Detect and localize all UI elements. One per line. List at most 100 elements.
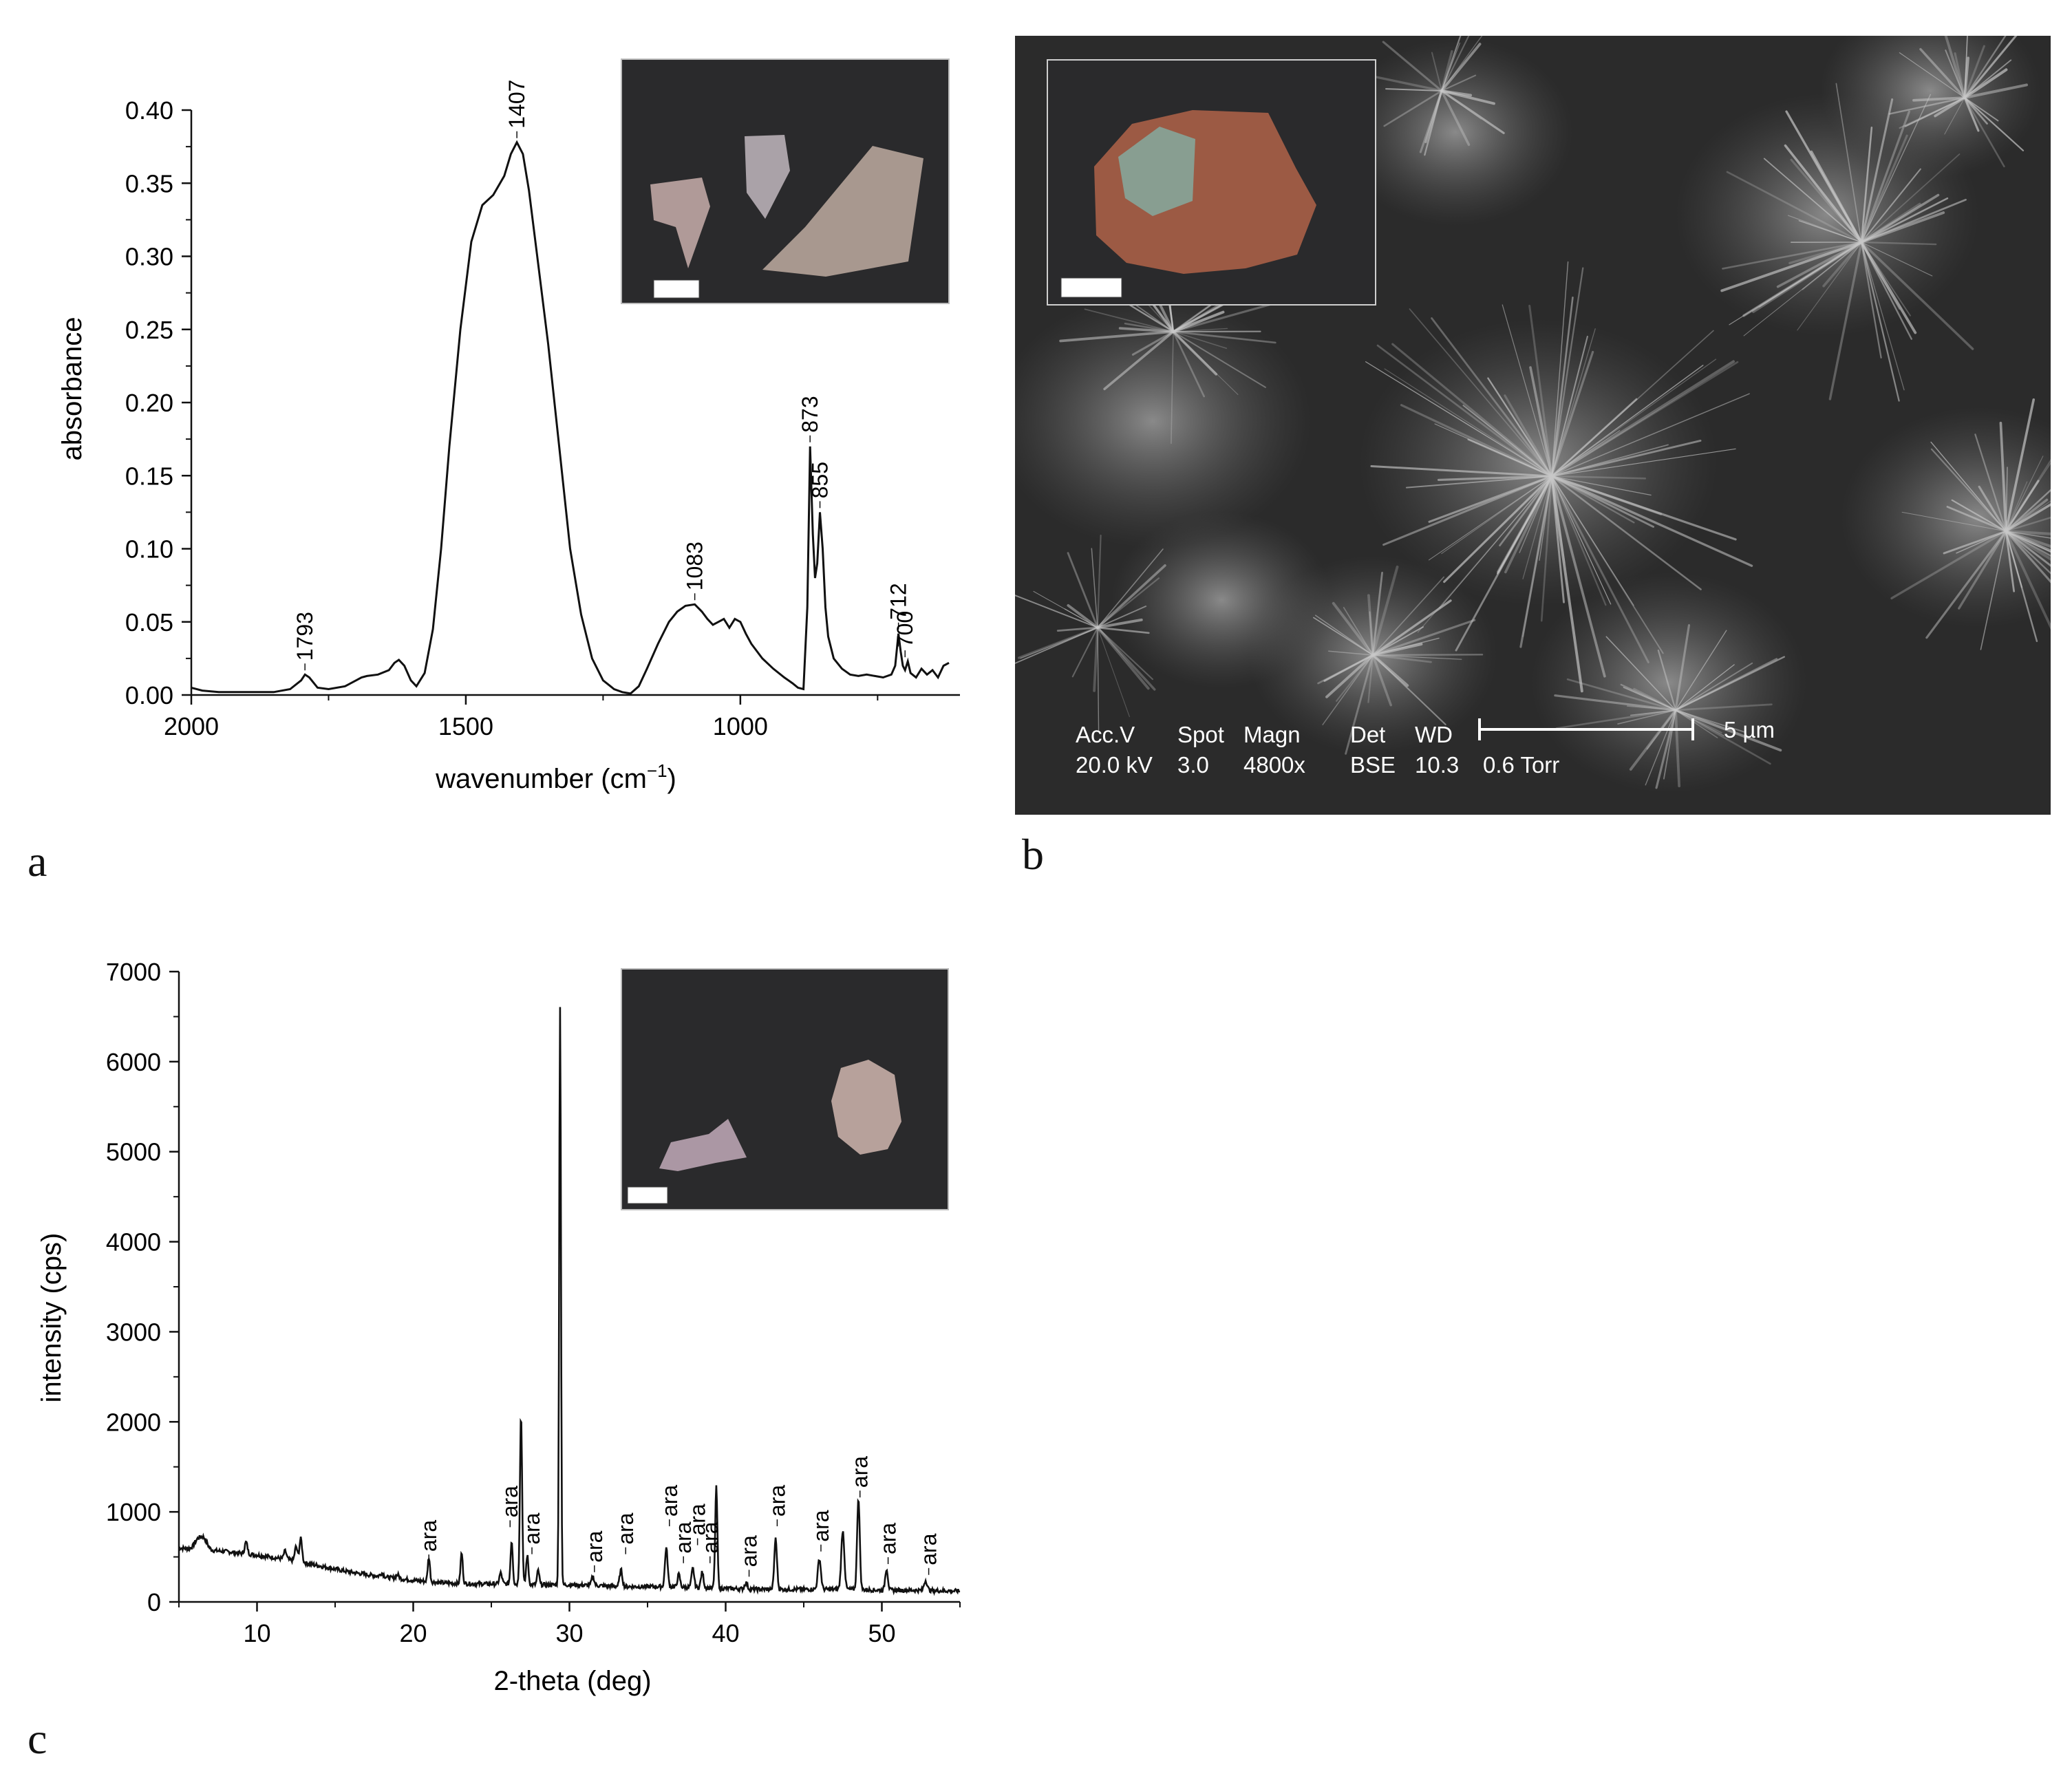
sem-crystal-needle: [1657, 649, 1677, 712]
sem-crystal-needle: [1372, 626, 1424, 656]
sem-crystal-needle: [1071, 626, 1099, 678]
sem-crystal-needle: [1317, 654, 1374, 685]
sem-crystal-needle: [1441, 90, 1482, 120]
sem-crystal-needle: [1096, 626, 1150, 690]
sem-crystal-needle: [1763, 158, 1862, 243]
ftir-peak-label: 712: [886, 583, 911, 619]
sem-crystal-needle: [1325, 654, 1374, 698]
ftir-peak-label: 1407: [504, 80, 529, 129]
sem-crystal-needle: [1860, 211, 1945, 244]
sem-crystal-needle: [1964, 97, 1999, 122]
sem-crystal-needle: [1551, 448, 1736, 477]
sem-scale-label: 5 µm: [1724, 717, 1775, 742]
sem-crystal-needle: [1172, 310, 1225, 333]
sem-crystal-needle: [1963, 36, 2007, 99]
sem-crystal-needle: [1726, 171, 1863, 244]
sem-crystal-needle: [1555, 709, 1677, 729]
sem-crystal-needle: [1487, 377, 1553, 478]
panel-letter-c: c: [28, 1714, 47, 1763]
sem-crystal-needle: [1675, 664, 1735, 711]
sem-crystal-needle: [1366, 74, 1443, 92]
sem-crystal-needle: [1431, 317, 1553, 478]
sem-crystal-needle: [1551, 430, 1621, 477]
sem-header-det: Det: [1350, 722, 1385, 747]
sem-crystal-needle: [1550, 267, 1584, 478]
sem-crystal-needle: [1365, 361, 1552, 477]
sem-crystal-needle: [1550, 475, 1753, 567]
sem-crystal-needle: [1372, 576, 1444, 656]
xrd-x-axis-label: 2-theta (deg): [493, 1666, 651, 1696]
ftir-peak-label: 700: [893, 611, 917, 648]
sem-crystal-needle: [1519, 475, 1552, 553]
sem-crystal-needle: [1963, 96, 2025, 151]
sem-crystal-needle: [1371, 643, 1423, 656]
sem-crystal-needle: [1945, 50, 1965, 98]
ftir-ticks: 0.00 0.05 0.10 0.15 0.20 0.25 0.30 0.35 0.40 2000…: [125, 96, 879, 740]
ftir-x-tick-label: 1000: [713, 712, 768, 740]
xrd-x-tick-label: 50: [868, 1619, 895, 1647]
sem-haze: [1841, 407, 2051, 628]
sem-crystal-needle: [1439, 475, 1552, 609]
sem-crystal-needle: [1033, 590, 1098, 628]
sem-crystal-needle: [1097, 606, 1147, 628]
sem-crystal-needle: [1519, 475, 1553, 648]
sem-crystal-needle: [2005, 503, 2051, 533]
sem-crystal-needle: [1440, 89, 1471, 147]
xrd-peak-label: ara: [671, 1521, 696, 1553]
sem-crystal-needle: [1497, 475, 1553, 573]
ftir-x-axis-label: wavenumber (cm−1): [435, 760, 676, 794]
xrd-peak-label: ara: [917, 1533, 941, 1565]
sem-crystal-needle: [1171, 331, 1174, 445]
ftir-y-tick-label: 0.40: [125, 96, 173, 125]
sem-crystal-needle: [2005, 480, 2040, 533]
sem-crystal-needle: [1405, 475, 1552, 489]
sem-crystal-needle: [1861, 242, 1933, 277]
sem-crystal-needle: [1131, 330, 1175, 356]
sem-crystal-needle: [2005, 531, 2051, 539]
sem-crystal-needle: [1550, 475, 1649, 663]
xrd-peak-label: ara: [848, 1456, 873, 1488]
sem-crystal-needle: [1015, 595, 1098, 628]
xrd-peak-label: ara: [613, 1512, 638, 1544]
sem-haze: [1338, 39, 1572, 226]
sem-crystal-needle: [1322, 654, 1374, 725]
sem-crystal-needle: [1371, 571, 1383, 656]
sem-crystal-needle: [1551, 475, 1612, 605]
sem-crystal-needle: [1528, 304, 1553, 478]
sem-crystal-needle: [1860, 98, 1894, 244]
sem-crystal-needle: [1626, 705, 1676, 711]
xrd-peak-label: ara: [657, 1485, 682, 1517]
sem-crystal-needle: [1860, 110, 1910, 244]
sem-crystal-needle: [1437, 475, 1553, 481]
sem-crystal-needle: [1860, 241, 1974, 350]
sem-crystal-needle: [1675, 662, 1753, 711]
sem-crystal-needle: [1440, 36, 1470, 92]
sem-crystal-needle: [1551, 359, 1717, 477]
sem-crystal-needle: [1551, 475, 1566, 564]
xrd-y-tick-label: 3000: [106, 1318, 161, 1346]
sem-crystal-needle: [1550, 475, 1607, 606]
sem-crystal-needle: [2005, 530, 2051, 575]
sem-crystal-needle: [1382, 41, 1443, 92]
sem-crystal-needle: [1384, 368, 1552, 477]
sem-crystal-needle: [2005, 530, 2051, 584]
panel-letter-a: a: [28, 837, 47, 886]
sem-crystal-needle: [1729, 242, 1862, 325]
sem-crystal-needle: [1675, 630, 1727, 711]
sem-crystal-needle: [1336, 654, 1374, 702]
sem-crystal-needle: [1371, 565, 1399, 656]
sem-crystal-needle: [1551, 444, 1669, 477]
sem-crystal-needle: [1522, 475, 1552, 579]
sem-crystal-needle: [1540, 475, 1553, 622]
sem-value-spot: 3.0: [1177, 752, 1209, 778]
xrd-ticks: 0 1000 2000 3000 4000 5000 6000 7000 10 20 30 40 50: [106, 958, 961, 1647]
sem-crystal-needle: [1091, 548, 1098, 628]
sem-crystal-needle: [1440, 50, 1453, 92]
sem-crystal-needle: [2005, 467, 2008, 532]
sem-crystal-needle: [1550, 475, 1647, 480]
sem-crystal-needle: [1554, 694, 1677, 712]
xrd-y-tick-label: 1000: [106, 1498, 161, 1526]
sem-crystal-needle: [1015, 627, 1098, 664]
ftir-y-tick-label: 0.00: [125, 681, 173, 709]
sem-crystal-needle: [1462, 405, 1552, 477]
